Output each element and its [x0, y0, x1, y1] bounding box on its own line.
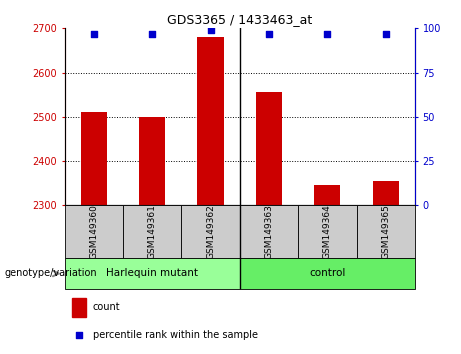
- Bar: [240, 258, 415, 289]
- Bar: [298, 205, 356, 258]
- Bar: [65, 205, 123, 258]
- Text: GSM149361: GSM149361: [148, 204, 157, 259]
- Title: GDS3365 / 1433463_at: GDS3365 / 1433463_at: [167, 13, 313, 26]
- Bar: [197, 37, 224, 205]
- Bar: [181, 205, 240, 258]
- Point: [265, 31, 272, 36]
- Bar: [65, 258, 240, 289]
- Text: control: control: [309, 268, 345, 279]
- Bar: [240, 205, 298, 258]
- Text: GSM149364: GSM149364: [323, 205, 332, 259]
- Point: [148, 31, 156, 36]
- Bar: [314, 185, 340, 205]
- Text: GSM149362: GSM149362: [206, 205, 215, 259]
- Point: [207, 27, 214, 33]
- Text: GSM149360: GSM149360: [89, 204, 98, 259]
- Bar: [256, 92, 282, 205]
- Text: genotype/variation: genotype/variation: [5, 268, 97, 279]
- Bar: [356, 205, 415, 258]
- Text: Harlequin mutant: Harlequin mutant: [106, 268, 198, 279]
- Text: GSM149365: GSM149365: [381, 204, 390, 259]
- Text: percentile rank within the sample: percentile rank within the sample: [93, 330, 258, 340]
- Text: count: count: [93, 302, 120, 313]
- Bar: [81, 112, 107, 205]
- Bar: [71, 297, 86, 317]
- Point: [324, 31, 331, 36]
- Point: [382, 31, 390, 36]
- Point: [90, 31, 97, 36]
- Text: GSM149363: GSM149363: [265, 204, 273, 259]
- Bar: [123, 205, 181, 258]
- Bar: [139, 117, 165, 205]
- Bar: [372, 181, 399, 205]
- Point: [75, 332, 82, 338]
